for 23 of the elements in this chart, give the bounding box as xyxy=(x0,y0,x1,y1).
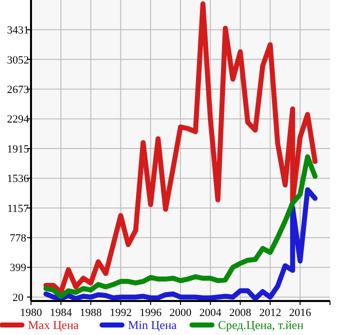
x-tick-label: 2012 xyxy=(259,307,282,319)
y-tick-label: 3052 xyxy=(7,54,29,66)
x-tick-label: 1992 xyxy=(110,307,132,319)
x-tick-label: 2016 xyxy=(289,307,312,319)
y-tick-label: 778 xyxy=(10,232,27,245)
legend-label: Сред.Цена, т.йен xyxy=(218,318,304,332)
legend-label: Max Цена xyxy=(28,318,80,332)
legend-label: Min Цена xyxy=(128,318,178,332)
x-tick-label: 1980 xyxy=(20,307,42,319)
y-tick-label: 1536 xyxy=(7,173,30,186)
y-tick-label: 399 xyxy=(10,262,27,274)
x-tick-label: 2004 xyxy=(199,307,222,319)
x-tick-label: 2008 xyxy=(229,307,252,319)
y-tick-label: 1915 xyxy=(7,143,30,156)
y-tick-label: 2673 xyxy=(7,84,30,96)
x-tick-label: 1996 xyxy=(140,307,162,319)
x-tick-label: 1988 xyxy=(80,307,102,319)
x-tick-label: 1984 xyxy=(50,307,72,319)
y-tick-label: 1157 xyxy=(7,202,30,215)
y-tick-label: 20 xyxy=(12,292,24,304)
y-tick-label: 2294 xyxy=(7,114,30,126)
x-tick-label: 2000 xyxy=(170,307,192,319)
y-tick-label: 3431 xyxy=(7,24,29,37)
